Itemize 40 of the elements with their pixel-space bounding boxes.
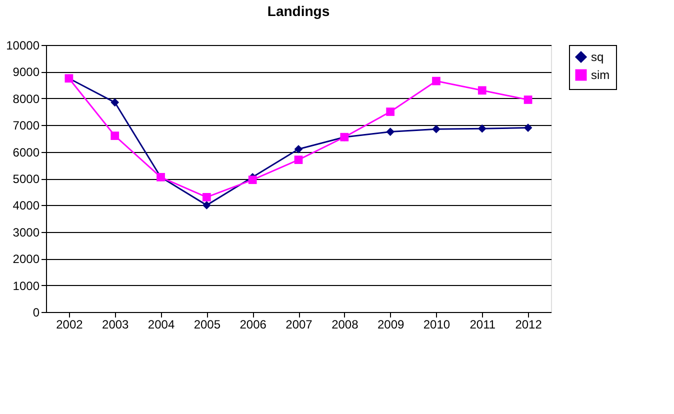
y-tick-label: 1000 <box>12 278 40 293</box>
chart-title: Landings <box>267 3 330 19</box>
point <box>432 76 440 86</box>
y-tick-label: 6000 <box>12 145 40 160</box>
x-tick-label: 2003 <box>102 318 130 332</box>
x-tick-label: 2010 <box>423 318 450 332</box>
y-tick-label: 5000 <box>12 172 40 186</box>
x-tick-label: 2007 <box>286 318 313 332</box>
y-tick-label: 10000 <box>6 38 40 52</box>
y-tick-label: 9000 <box>12 65 40 80</box>
point <box>524 124 532 132</box>
y-tick-label: 0 <box>32 306 40 320</box>
legend-label: sq <box>591 50 604 64</box>
x-tick-label: 2009 <box>377 318 404 332</box>
point <box>248 176 257 184</box>
x-tick-label: 2006 <box>240 318 267 332</box>
y-tick-label: 4000 <box>12 198 40 213</box>
legend-label: sim <box>591 68 610 82</box>
point <box>110 98 120 107</box>
point <box>524 96 532 104</box>
point <box>202 201 211 210</box>
point <box>432 124 440 134</box>
point <box>478 86 486 95</box>
x-tick-label: 2011 <box>470 318 496 332</box>
y-tick-label: 2000 <box>12 252 40 266</box>
y-tick-label: 3000 <box>12 225 40 240</box>
x-tick-label: 2005 <box>194 318 221 332</box>
point <box>478 124 486 133</box>
y-tick-label: 7000 <box>12 118 40 133</box>
point <box>202 193 211 202</box>
x-tick-label: 2008 <box>332 318 359 332</box>
point <box>294 156 303 164</box>
point <box>294 144 303 154</box>
y-tick-label: 8000 <box>12 92 40 106</box>
point <box>386 128 394 136</box>
x-tick-label: 2002 <box>56 318 84 332</box>
point <box>386 108 394 116</box>
x-tick-label: 2004 <box>148 318 175 332</box>
point <box>110 132 120 140</box>
x-tick-label: 2012 <box>515 318 542 332</box>
